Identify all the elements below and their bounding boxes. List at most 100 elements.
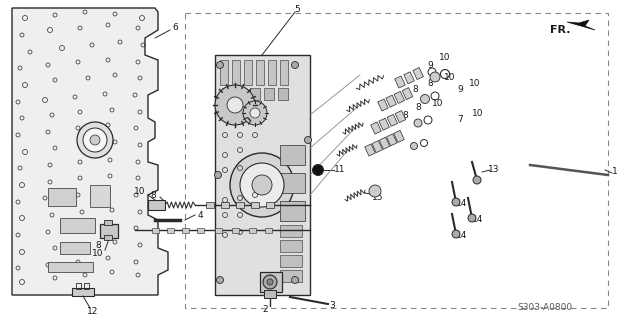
Polygon shape [372, 140, 383, 153]
Bar [244, 60, 252, 85]
Text: 8: 8 [402, 110, 408, 119]
Bar [250, 88, 260, 100]
Circle shape [452, 230, 460, 238]
Text: 7: 7 [457, 116, 463, 124]
Text: 10: 10 [439, 53, 451, 62]
Text: 14: 14 [472, 215, 484, 225]
Circle shape [215, 85, 255, 125]
Circle shape [83, 128, 107, 152]
Polygon shape [371, 122, 381, 134]
Text: 6: 6 [172, 23, 178, 33]
Polygon shape [12, 8, 168, 295]
Polygon shape [395, 76, 405, 88]
Bar [197, 228, 203, 233]
Bar [151, 228, 159, 233]
Text: 10: 10 [472, 108, 484, 117]
Text: FR.: FR. [550, 25, 570, 35]
Bar [48, 188, 76, 206]
Bar [249, 228, 255, 233]
Circle shape [312, 164, 324, 175]
Circle shape [263, 275, 277, 289]
Bar [206, 202, 214, 208]
Text: 14: 14 [456, 199, 467, 209]
Text: 8: 8 [427, 78, 433, 87]
Polygon shape [413, 68, 423, 80]
Polygon shape [394, 131, 404, 142]
Text: 4: 4 [197, 211, 203, 220]
Bar [280, 225, 302, 237]
Text: 3: 3 [329, 301, 335, 310]
Text: 15: 15 [372, 193, 384, 202]
Bar [278, 88, 288, 100]
Bar [60, 242, 90, 254]
Text: 8: 8 [412, 85, 418, 94]
Polygon shape [379, 118, 389, 130]
Text: 8: 8 [95, 242, 101, 251]
Bar [100, 224, 118, 238]
Text: 11: 11 [334, 165, 346, 174]
Bar [167, 228, 174, 233]
Bar [60, 218, 95, 233]
Polygon shape [402, 88, 413, 100]
Text: 9: 9 [427, 60, 433, 69]
Text: 9: 9 [457, 85, 463, 94]
Circle shape [230, 153, 294, 217]
Polygon shape [395, 111, 405, 123]
Polygon shape [386, 134, 397, 146]
Circle shape [243, 101, 267, 125]
Bar [264, 290, 276, 298]
Text: 10: 10 [469, 78, 481, 87]
Text: 8: 8 [150, 191, 156, 201]
Circle shape [430, 72, 440, 82]
Bar [266, 202, 274, 208]
Bar [215, 228, 221, 233]
Circle shape [291, 276, 298, 284]
Bar [260, 272, 282, 292]
Circle shape [216, 61, 223, 68]
Polygon shape [394, 92, 405, 103]
Bar [72, 288, 94, 296]
Polygon shape [378, 99, 388, 111]
Circle shape [420, 94, 430, 103]
Circle shape [468, 214, 476, 222]
Circle shape [252, 175, 272, 195]
Polygon shape [386, 95, 396, 107]
Bar [104, 235, 112, 240]
Bar [236, 202, 244, 208]
Text: 10: 10 [445, 74, 456, 83]
Text: 1: 1 [612, 167, 618, 177]
Polygon shape [365, 144, 375, 156]
Bar [280, 240, 302, 252]
Bar [215, 55, 310, 295]
Circle shape [250, 108, 260, 118]
Circle shape [267, 279, 273, 285]
Polygon shape [379, 137, 390, 149]
Circle shape [473, 176, 481, 184]
Circle shape [410, 142, 417, 149]
Text: 10: 10 [135, 188, 146, 196]
Text: 8: 8 [415, 103, 421, 113]
Bar [182, 228, 188, 233]
Circle shape [216, 276, 223, 284]
Bar [280, 270, 302, 282]
Text: 13: 13 [489, 164, 500, 173]
Bar [84, 283, 89, 289]
Text: 2: 2 [262, 306, 268, 315]
Circle shape [291, 61, 298, 68]
Polygon shape [404, 72, 414, 84]
Bar [280, 201, 305, 221]
Bar [90, 185, 110, 207]
Circle shape [77, 122, 113, 158]
Circle shape [304, 137, 311, 143]
Circle shape [452, 198, 460, 206]
Circle shape [414, 119, 422, 127]
Text: 12: 12 [87, 308, 99, 316]
Bar [256, 60, 264, 85]
Bar [280, 60, 288, 85]
Bar [104, 220, 112, 225]
Text: 10: 10 [92, 250, 104, 259]
Text: 14: 14 [456, 231, 467, 241]
Bar [264, 88, 274, 100]
Polygon shape [387, 114, 397, 126]
Bar [220, 60, 228, 85]
